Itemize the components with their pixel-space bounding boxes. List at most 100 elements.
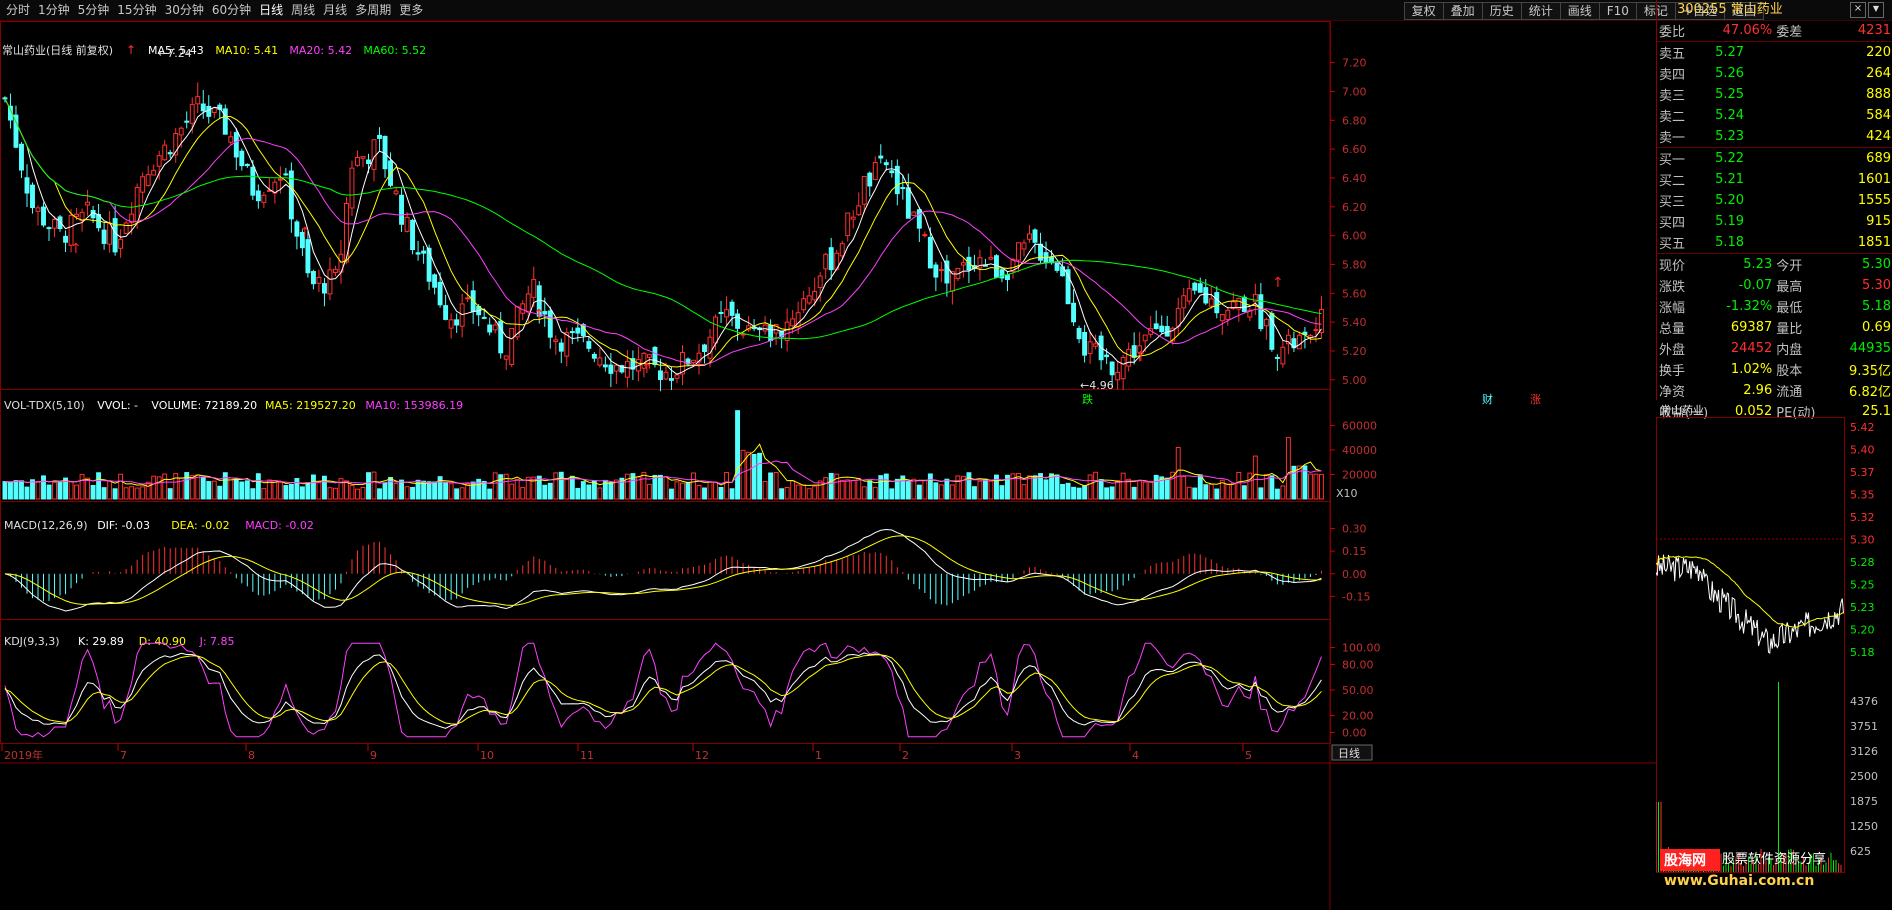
period-tab[interactable]: 1分钟 (38, 3, 70, 17)
candle-body (277, 178, 283, 181)
intraday-price-tick: 5.18 (1850, 646, 1875, 659)
candle-body (1071, 302, 1077, 323)
close-window-button[interactable]: × (1850, 2, 1866, 18)
volume-bar (377, 488, 382, 500)
macd-tick-label: 0.15 (1342, 545, 1367, 558)
tool-button[interactable]: 复权 (1403, 2, 1444, 20)
volume-bar (718, 487, 724, 500)
candle-body (724, 309, 730, 318)
quote-cell (1774, 148, 1833, 170)
stat-value: 24452 (1730, 341, 1773, 356)
quote-cell (1774, 84, 1833, 105)
period-tab[interactable]: 分时 (6, 3, 31, 17)
period-tab[interactable]: 多周期 (355, 3, 392, 17)
candle-body (1313, 329, 1319, 332)
volume-bar (520, 487, 526, 500)
period-tab[interactable]: 5分钟 (77, 3, 110, 17)
volume-bar (762, 481, 768, 500)
quote-cell (1774, 126, 1833, 148)
period-tab[interactable]: 月线 (323, 3, 348, 17)
candle-body (823, 253, 829, 270)
candle-body (1005, 274, 1010, 281)
volume-bar (1247, 472, 1253, 500)
candle-body (944, 260, 950, 284)
intraday-chart[interactable]: 常山药业 5.42 5.40 5.37 5.35 5.32 5.30 5.28 5.25 5.23… (1656, 401, 1892, 890)
candle-body (140, 176, 146, 193)
candle-body (112, 218, 118, 253)
candle-body (1159, 325, 1165, 333)
tool-button[interactable]: 返回 (1723, 2, 1764, 20)
x-axis-label: 1 (815, 749, 822, 762)
volume-bar (1175, 446, 1181, 500)
volume-bar (1021, 484, 1027, 500)
volume-bar (426, 481, 432, 500)
candle-body (503, 355, 509, 360)
candle-body (762, 324, 768, 332)
tool-button[interactable]: 统计 (1520, 2, 1561, 20)
stat-value: 5.18 (1862, 299, 1891, 314)
ma5-line (4, 98, 1322, 375)
indicator-value: MA10: 153986.19 (365, 399, 463, 412)
candle-body (255, 190, 261, 202)
period-tab[interactable]: 周线 (291, 3, 316, 17)
macd-tick-label: 0.00 (1342, 568, 1367, 581)
candle-body (839, 243, 845, 257)
candle-body (487, 324, 493, 333)
candle-body (905, 187, 911, 219)
tool-button[interactable]: F10 (1598, 2, 1637, 20)
volume-bar (30, 479, 35, 500)
volume-bar (1016, 473, 1021, 500)
period-tab[interactable]: 日线 (259, 3, 284, 17)
candle-body (454, 319, 460, 326)
candle-body (806, 295, 812, 304)
volume-bar (63, 477, 69, 500)
volume-bar (1208, 483, 1214, 500)
candle-body (481, 316, 487, 319)
volume-bar (850, 479, 856, 500)
candle-body (68, 214, 74, 246)
candle-body (57, 216, 63, 230)
intraday-price-tick: 5.32 (1850, 511, 1875, 524)
candle-body (448, 319, 454, 329)
intraday-avg-line (1656, 555, 1844, 628)
volume-bar (283, 485, 289, 500)
volume-bar (630, 473, 636, 500)
candle-body (399, 194, 405, 225)
chart-area[interactable]: 7.20 7.00 6.80 6.60 6.40 6.20 6.00 5.80 5.60 5.40… (0, 21, 1656, 910)
volume-tick-label: 40000 (1342, 444, 1377, 457)
tool-button[interactable]: +自选 (1674, 2, 1725, 20)
volume-bar (393, 483, 399, 500)
bid-volume: 689 (1866, 151, 1891, 166)
stat-label: 股本 (1776, 364, 1803, 379)
volume-bar (448, 483, 454, 500)
candle-body (641, 352, 647, 369)
candle-body (310, 271, 316, 285)
quote-cell (1774, 232, 1833, 254)
candle-body (619, 365, 625, 373)
period-tab[interactable]: 60分钟 (211, 3, 252, 17)
candle-body (410, 219, 416, 251)
candle-body (1021, 242, 1027, 250)
volume-bar (872, 486, 878, 500)
candle-body (465, 297, 471, 300)
volume-bar (206, 481, 212, 500)
volume-bar (1038, 473, 1043, 500)
period-tab[interactable]: 15分钟 (117, 3, 157, 17)
volume-bar (498, 474, 504, 500)
indicator-value: MACD: -0.02 (245, 519, 314, 532)
timeframe-tab[interactable] (1331, 744, 1373, 761)
volume-bar (575, 487, 581, 500)
volume-bar (1186, 486, 1192, 500)
period-tab[interactable]: 30分钟 (164, 3, 204, 17)
tool-button[interactable]: 历史 (1481, 2, 1522, 20)
candle-body (1214, 292, 1220, 314)
volume-bar (514, 478, 520, 500)
tool-button[interactable]: 画线 (1559, 2, 1600, 20)
period-tab[interactable]: 更多 (399, 3, 424, 17)
candle-body (443, 305, 449, 320)
menu-icon[interactable]: ▼ (1868, 2, 1884, 18)
tool-button[interactable]: 叠加 (1442, 2, 1483, 20)
candle-body (657, 370, 663, 381)
candle-body (41, 206, 46, 226)
price-tick-label: 6.00 (1342, 230, 1367, 243)
